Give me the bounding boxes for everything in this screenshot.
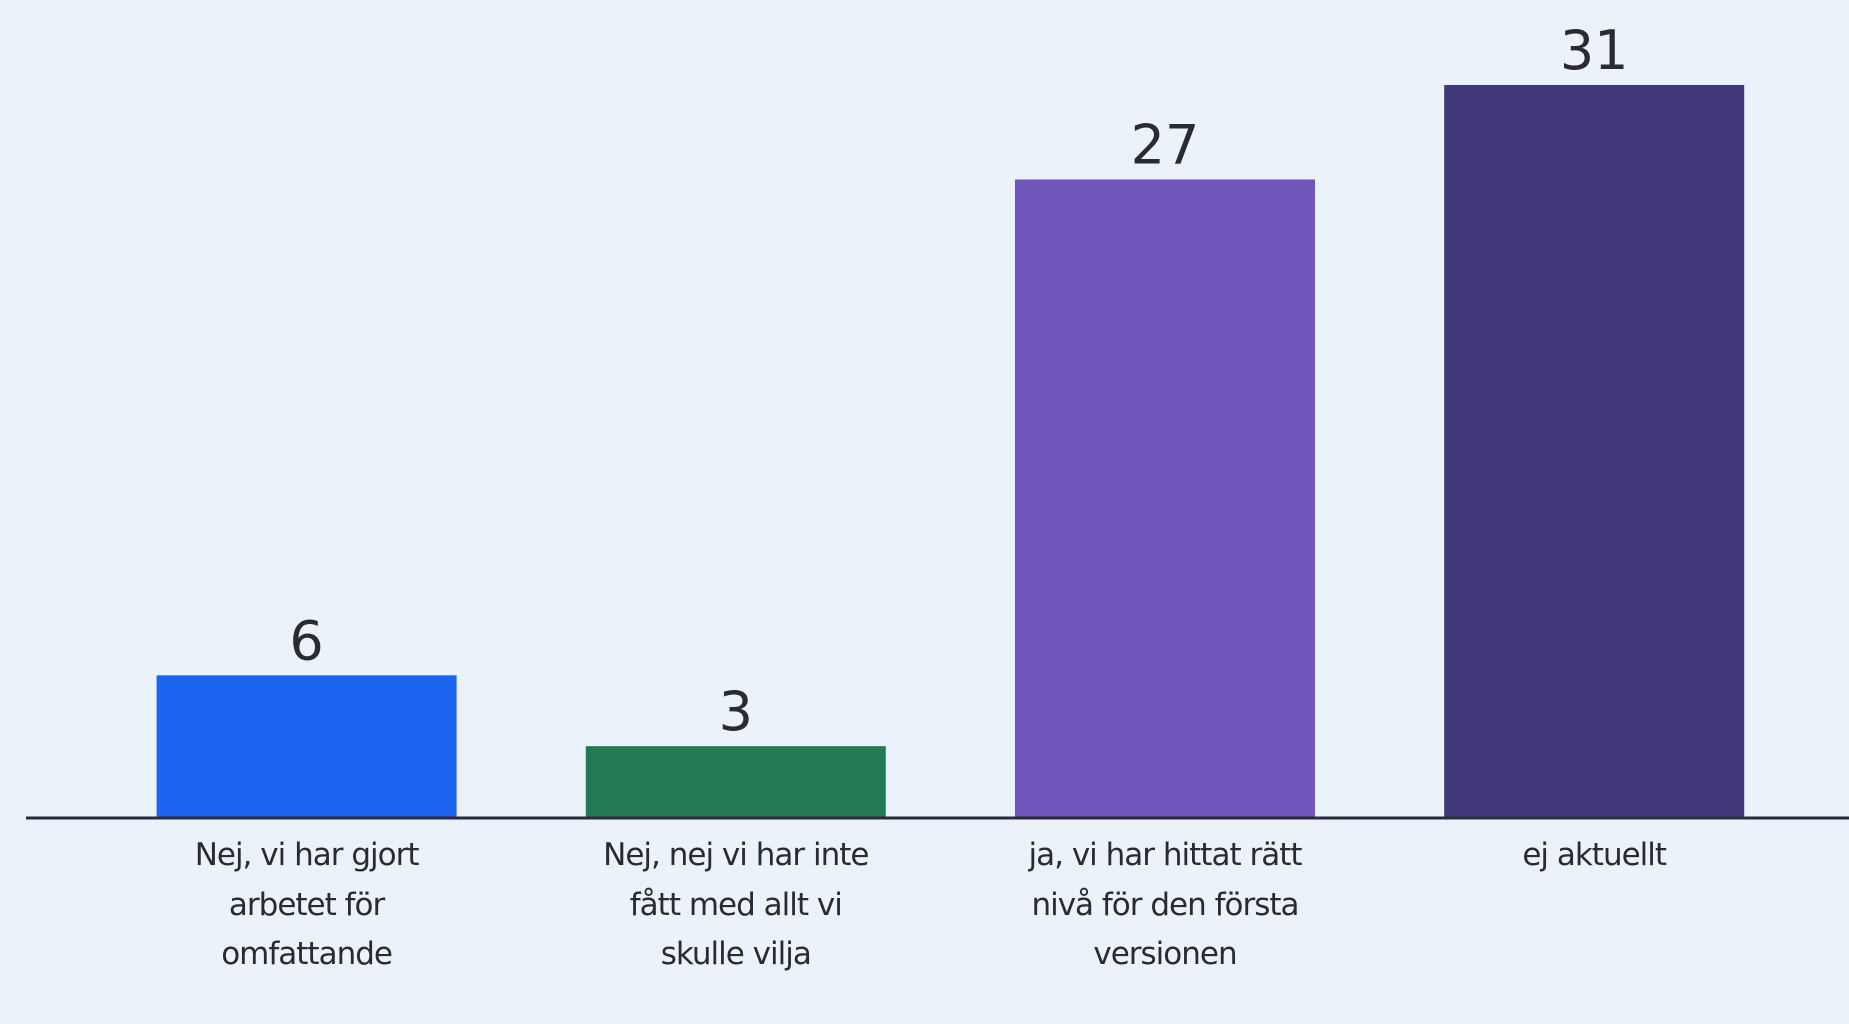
x-tick-label: Nej, vi har gjort arbetet för omfattande	[194, 837, 420, 972]
value-label: 6	[289, 609, 323, 672]
bar	[585, 746, 886, 817]
x-tick-label: Nej, nej vi har inte fått med allt vi sk…	[603, 837, 869, 972]
value-label: 3	[719, 680, 753, 743]
bar	[1444, 85, 1745, 817]
x-tick-label: ja, vi har hittat rätt nivå för den förs…	[1028, 837, 1303, 972]
value-label: 27	[1131, 113, 1200, 176]
value-label: 31	[1560, 19, 1629, 82]
x-tick-label: ej aktuellt	[1522, 837, 1667, 873]
bar	[1015, 179, 1315, 817]
bar	[156, 675, 457, 817]
